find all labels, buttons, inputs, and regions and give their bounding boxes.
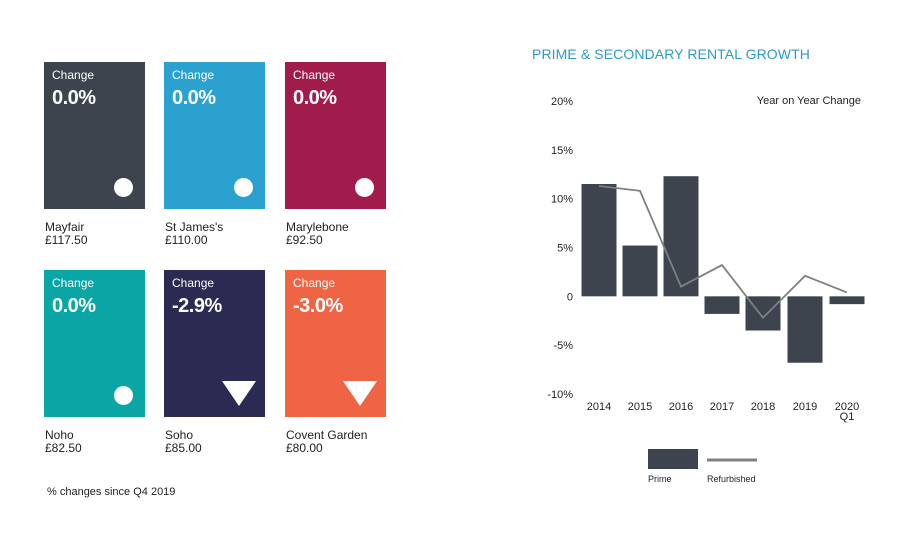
location-price: £82.50: [45, 441, 82, 455]
y-tick-label: 20%: [551, 96, 573, 108]
location-price: £85.00: [165, 441, 202, 455]
y-tick-label: 5%: [557, 243, 573, 255]
y-tick-label: -10%: [547, 389, 573, 401]
tile-caption: Covent Garden £80.00: [286, 429, 367, 455]
tile-caption: St James's £110.00: [165, 221, 223, 247]
tile-change-value: -2.9%: [172, 295, 222, 317]
location-name: Noho: [45, 428, 74, 442]
location-name: Soho: [165, 428, 194, 442]
x-tick-label: 2019: [793, 401, 817, 413]
tile-change-value: -3.0%: [293, 295, 343, 317]
prime-bar: [663, 176, 699, 297]
location-name: Mayfair: [45, 220, 85, 234]
location-name: Covent Garden: [286, 428, 368, 442]
no-change-circle-icon: [234, 178, 253, 197]
y-axis: 20% 15% 10% 5% 0 -5% -10%: [547, 96, 573, 401]
location-price: £92.50: [286, 233, 323, 247]
y-tick-label: 0: [567, 291, 573, 303]
y-tick-label: 10%: [551, 194, 573, 206]
tile-change-label: Change: [172, 68, 215, 82]
tile-covent-garden: Change -3.0%: [285, 270, 386, 417]
tile-change-label: Change: [293, 68, 336, 82]
down-triangle-icon: [343, 381, 377, 406]
tile-st-james-s: Change 0.0%: [164, 62, 265, 209]
chart-legend: Prime Refurbished: [648, 449, 757, 484]
prime-bar: [581, 184, 617, 297]
tile-change-label: Change: [52, 68, 95, 82]
prime-bar: [622, 245, 658, 297]
x-tick-label: 2018: [751, 401, 775, 413]
location-price: £117.50: [45, 233, 88, 247]
tile-caption: Mayfair £117.50: [45, 221, 88, 247]
legend-refurbished-label: Refurbished: [707, 474, 756, 484]
tile-noho: Change 0.0%: [44, 270, 145, 417]
tile-change-value: 0.0%: [52, 295, 96, 317]
x-tick-label: 2014: [587, 401, 611, 413]
prime-bar: [829, 296, 865, 305]
y-tick-label: 15%: [551, 145, 573, 157]
location-price: £110.00: [165, 233, 208, 247]
legend-prime-label: Prime: [648, 474, 672, 484]
down-triangle-icon: [222, 381, 256, 406]
tile-caption: Noho £82.50: [45, 429, 82, 455]
tile-change-label: Change: [293, 276, 336, 290]
location-name: Marylebone: [286, 220, 349, 234]
tile-marylebone: Change 0.0%: [285, 62, 386, 209]
legend-prime-swatch: [648, 449, 698, 469]
tile-mayfair: Change 0.0%: [44, 62, 145, 209]
chart-annotation: Year on Year Change: [757, 95, 861, 107]
tile-change-value: 0.0%: [52, 87, 96, 109]
location-name: St James's: [165, 220, 224, 234]
tile-soho: Change -2.9%: [164, 270, 265, 417]
prime-bar: [787, 296, 823, 363]
no-change-circle-icon: [355, 178, 374, 197]
chart-title: PRIME & SECONDARY RENTAL GROWTH: [532, 46, 810, 62]
x-tick-label: 2017: [710, 401, 734, 413]
tile-caption: Soho £85.00: [165, 429, 202, 455]
location-price: £80.00: [286, 441, 323, 455]
x-axis: 2014 2015 2016 2017 2018 2019 2020 Q1: [587, 401, 859, 423]
prime-bar: [704, 296, 740, 314]
tile-change-value: 0.0%: [172, 87, 216, 109]
tile-caption: Marylebone £92.50: [286, 221, 349, 247]
refurbished-line: [598, 185, 848, 320]
no-change-circle-icon: [114, 386, 133, 405]
x-tick-label: 2020 Q1: [835, 401, 859, 423]
x-tick-label: 2016: [669, 401, 693, 413]
tile-change-label: Change: [52, 276, 95, 290]
y-tick-label: -5%: [553, 340, 573, 352]
no-change-circle-icon: [114, 178, 133, 197]
refurbished-series-line: [598, 185, 848, 320]
tile-change-label: Change: [172, 276, 215, 290]
tile-change-value: 0.0%: [293, 87, 337, 109]
prime-bars: [581, 176, 865, 363]
footnote: % changes since Q4 2019: [47, 486, 176, 498]
x-tick-label: 2015: [628, 401, 652, 413]
